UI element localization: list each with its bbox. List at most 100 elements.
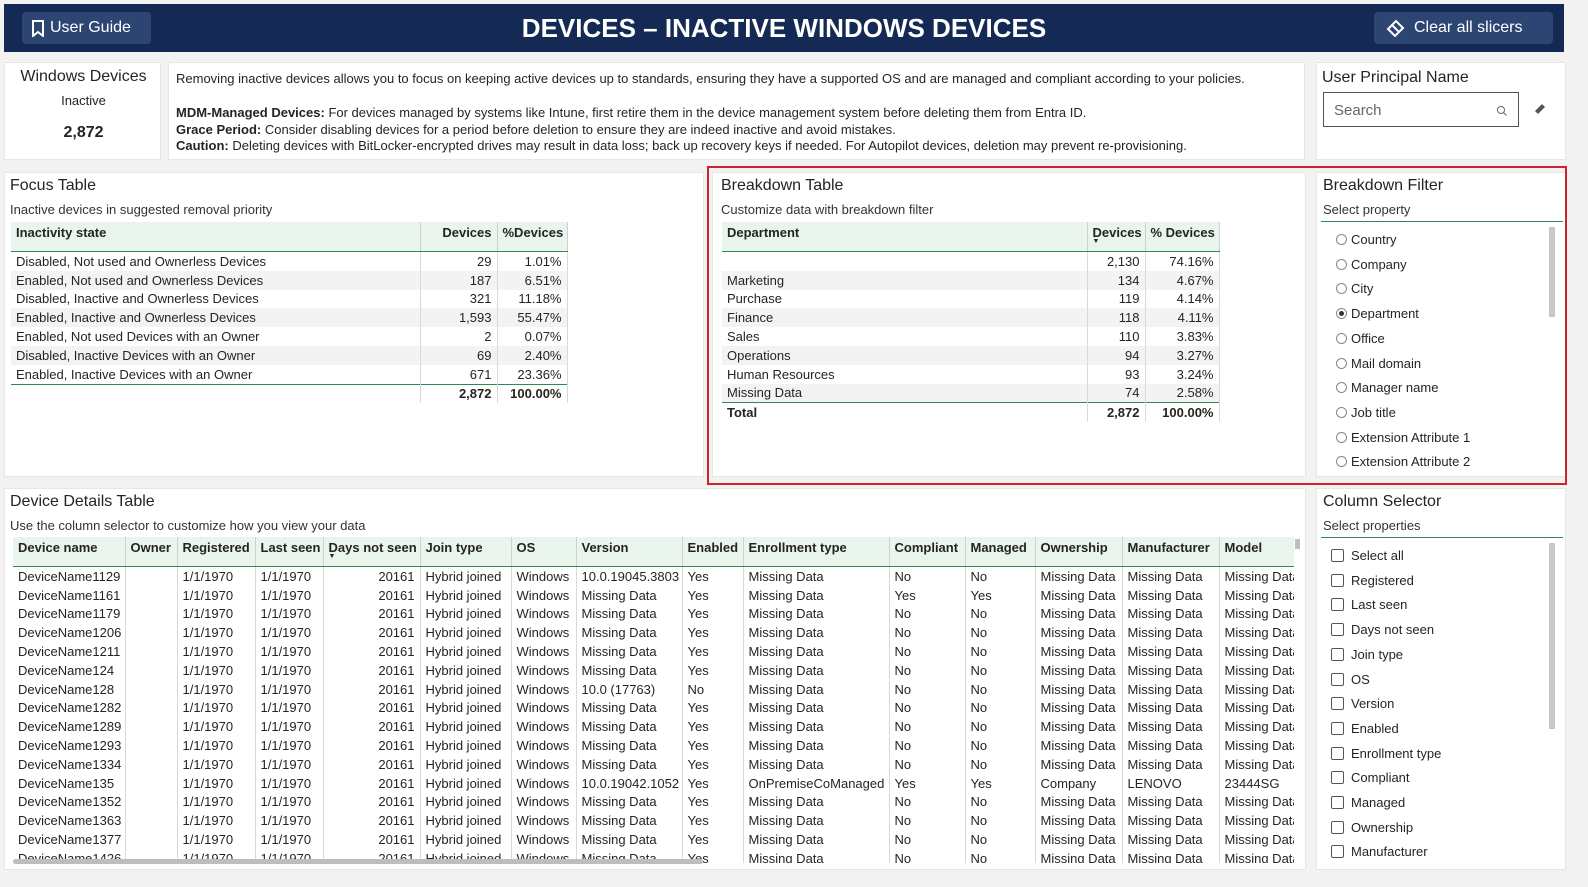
column-header[interactable]: Compliant xyxy=(889,537,965,567)
table-row[interactable]: DeviceName12821/1/19701/1/197020161Hybri… xyxy=(13,699,1294,718)
column-header[interactable]: Enabled xyxy=(682,537,743,567)
table-row[interactable]: DeviceName12061/1/19701/1/197020161Hybri… xyxy=(13,623,1294,642)
table-cell: Windows xyxy=(511,680,576,699)
table-cell: 20161 xyxy=(323,755,420,774)
table-cell: Yes xyxy=(889,586,965,605)
info-label: Grace Period: xyxy=(176,122,261,137)
checkbox[interactable] xyxy=(1331,796,1344,809)
table-row[interactable]: Enabled, Inactive and Ownerless Devices1… xyxy=(11,308,567,327)
option-label[interactable]: Last seen xyxy=(1351,597,1407,612)
table-row[interactable]: Disabled, Inactive Devices with an Owner… xyxy=(11,346,567,365)
option-label[interactable]: Registered xyxy=(1351,573,1414,588)
column-header[interactable]: Ownership xyxy=(1035,537,1122,567)
column-header[interactable]: Days not seen▼ xyxy=(323,537,420,567)
column-header[interactable]: Device name xyxy=(13,537,125,567)
option-label[interactable]: OS xyxy=(1351,672,1370,687)
h-scrollbar[interactable] xyxy=(13,859,703,864)
column-header[interactable]: Registered xyxy=(177,537,255,567)
table-row[interactable]: Disabled, Not used and Ownerless Devices… xyxy=(11,252,567,271)
v-scrollbar[interactable] xyxy=(1295,539,1300,549)
table-cell: 20161 xyxy=(323,717,420,736)
table-cell: LENOVO xyxy=(1122,774,1219,793)
table-row[interactable]: DeviceName13521/1/19701/1/197020161Hybri… xyxy=(13,793,1294,812)
option-label[interactable]: Manufacturer xyxy=(1351,844,1428,859)
column-header[interactable]: Owner xyxy=(125,537,177,567)
option-label[interactable]: Compliant xyxy=(1351,770,1410,785)
option-label[interactable]: Version xyxy=(1351,696,1394,711)
option-label[interactable]: Enrollment type xyxy=(1351,746,1441,761)
column-header[interactable]: OS xyxy=(511,537,576,567)
table-cell: DeviceName1352 xyxy=(13,793,125,812)
checkbox[interactable] xyxy=(1331,821,1344,834)
column-header[interactable]: Managed xyxy=(965,537,1035,567)
table-cell: Hybrid joined xyxy=(420,774,511,793)
table-row[interactable]: Enabled, Not used and Ownerless Devices1… xyxy=(11,271,567,290)
table-cell: No xyxy=(889,717,965,736)
table-cell: 1/1/1970 xyxy=(177,567,255,586)
column-header[interactable]: Inactivity state xyxy=(11,222,420,252)
table-row[interactable]: DeviceName1351/1/19701/1/197020161Hybrid… xyxy=(13,774,1294,793)
column-header[interactable]: Manufacturer xyxy=(1122,537,1219,567)
table-cell: Yes xyxy=(682,642,743,661)
table-row[interactable]: DeviceName13771/1/19701/1/197020161Hybri… xyxy=(13,830,1294,849)
checkbox[interactable] xyxy=(1331,771,1344,784)
table-cell: Missing Data xyxy=(1035,849,1122,863)
table-cell: Missing Data xyxy=(1122,642,1219,661)
table-row[interactable]: DeviceName12111/1/19701/1/197020161Hybri… xyxy=(13,642,1294,661)
column-header[interactable]: Last seen xyxy=(255,537,323,567)
option-label[interactable]: Join type xyxy=(1351,647,1403,662)
checkbox[interactable] xyxy=(1331,722,1344,735)
option-label[interactable]: Select all xyxy=(1351,548,1404,563)
search-box[interactable]: Search xyxy=(1323,92,1519,127)
column-header[interactable]: Model xyxy=(1219,537,1294,567)
option-label[interactable]: Enabled xyxy=(1351,721,1399,736)
table-row[interactable]: DeviceName12891/1/19701/1/197020161Hybri… xyxy=(13,717,1294,736)
table-cell: Hybrid joined xyxy=(420,623,511,642)
table-row[interactable]: DeviceName13631/1/19701/1/197020161Hybri… xyxy=(13,811,1294,830)
table-row[interactable]: DeviceName11611/1/19701/1/197020161Hybri… xyxy=(13,586,1294,605)
table-cell: No xyxy=(682,680,743,699)
option-label[interactable]: Days not seen xyxy=(1351,622,1434,637)
table-cell: OnPremiseCoManaged xyxy=(743,774,889,793)
table-cell: 1/1/1970 xyxy=(255,699,323,718)
checkbox[interactable] xyxy=(1331,549,1344,562)
checkbox[interactable] xyxy=(1331,598,1344,611)
table-cell: Missing Data xyxy=(743,849,889,863)
table-row[interactable]: Enabled, Not used Devices with an Owner2… xyxy=(11,327,567,346)
table-row[interactable]: DeviceName1241/1/19701/1/197020161Hybrid… xyxy=(13,661,1294,680)
checkbox[interactable] xyxy=(1331,673,1344,686)
table-cell: DeviceName1363 xyxy=(13,811,125,830)
table-cell xyxy=(125,736,177,755)
column-header[interactable]: Version xyxy=(576,537,682,567)
clear-slicers-button[interactable]: Clear all slicers xyxy=(1374,12,1553,44)
checkbox[interactable] xyxy=(1331,697,1344,710)
table-cell: Disabled, Inactive Devices with an Owner xyxy=(11,346,420,365)
table-row[interactable]: DeviceName11291/1/19701/1/197020161Hybri… xyxy=(13,567,1294,586)
scrollbar[interactable] xyxy=(1549,543,1555,729)
option-label[interactable]: Managed xyxy=(1351,795,1405,810)
table-row[interactable]: DeviceName11791/1/19701/1/197020161Hybri… xyxy=(13,605,1294,624)
checkbox[interactable] xyxy=(1331,623,1344,636)
table-row[interactable]: DeviceName13341/1/19701/1/197020161Hybri… xyxy=(13,755,1294,774)
option-label[interactable]: Ownership xyxy=(1351,820,1413,835)
column-header[interactable]: %Devices xyxy=(497,222,567,252)
table-row[interactable]: DeviceName12931/1/19701/1/197020161Hybri… xyxy=(13,736,1294,755)
table-cell: Missing Data xyxy=(1035,567,1122,586)
table-cell: DeviceName1161 xyxy=(13,586,125,605)
table-cell: Yes xyxy=(682,567,743,586)
checkbox[interactable] xyxy=(1331,574,1344,587)
table-cell: 671 xyxy=(420,365,497,384)
table-row[interactable]: Enabled, Inactive Devices with an Owner6… xyxy=(11,365,567,384)
column-header[interactable]: Enrollment type xyxy=(743,537,889,567)
column-header[interactable]: Devices xyxy=(420,222,497,252)
checkbox[interactable] xyxy=(1331,648,1344,661)
table-row[interactable]: DeviceName1281/1/19701/1/197020161Hybrid… xyxy=(13,680,1294,699)
kpi-card: Windows Devices Inactive 2,872 xyxy=(4,62,161,160)
table-cell: Missing Data xyxy=(1219,811,1294,830)
eraser-icon[interactable] xyxy=(1533,101,1547,115)
checkbox[interactable] xyxy=(1331,845,1344,858)
column-header[interactable]: Join type xyxy=(420,537,511,567)
checkbox[interactable] xyxy=(1331,747,1344,760)
table-cell: Missing Data xyxy=(743,642,889,661)
table-row[interactable]: Disabled, Inactive and Ownerless Devices… xyxy=(11,290,567,309)
